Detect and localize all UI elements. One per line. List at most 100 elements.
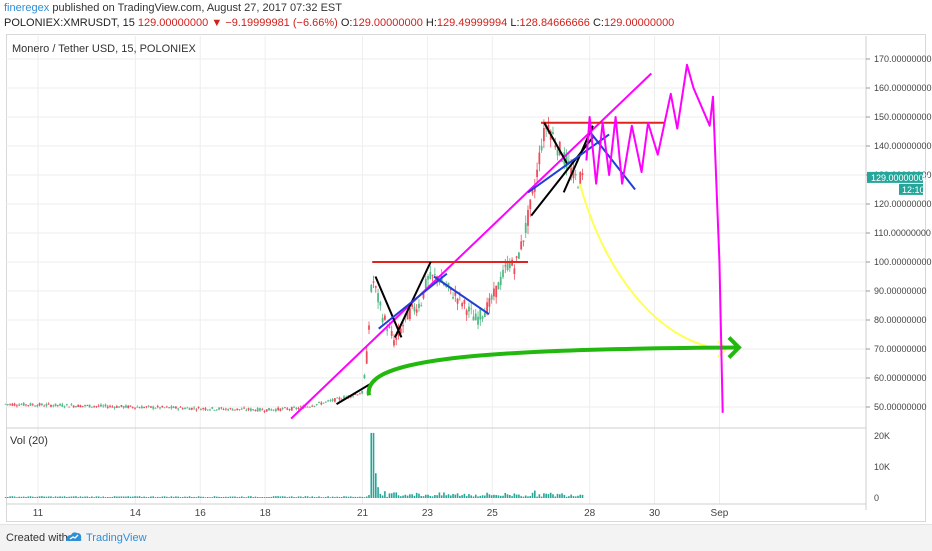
- volume-bar: [191, 497, 193, 498]
- volume-bar: [250, 496, 252, 498]
- volume-bar: [227, 496, 229, 498]
- candle-body: [304, 406, 307, 408]
- high-value: 129.49999994: [436, 17, 508, 29]
- candle-body: [477, 316, 479, 325]
- tradingview-link[interactable]: TradingView: [86, 532, 147, 544]
- volume-bar: [36, 496, 39, 498]
- volume-bar: [411, 494, 413, 498]
- candle-body: [177, 408, 180, 410]
- volume-bar: [540, 496, 543, 498]
- volume-bar: [574, 496, 577, 498]
- volume-bar: [163, 496, 166, 498]
- candle-body: [309, 406, 311, 408]
- candle-body: [197, 407, 200, 409]
- volume-bar: [54, 496, 57, 498]
- volume-bar: [206, 497, 209, 498]
- candle-body: [104, 404, 107, 407]
- candle-body: [56, 404, 59, 406]
- candle-body: [252, 409, 255, 411]
- volume-bar: [347, 496, 350, 498]
- volume-bar: [395, 492, 398, 498]
- candle-body: [306, 406, 309, 408]
- candle-body: [447, 283, 450, 288]
- volume-bar: [91, 496, 93, 498]
- volume-bar: [218, 496, 220, 498]
- candle-body: [536, 169, 538, 177]
- candle-body: [247, 408, 250, 410]
- candle-body: [502, 269, 504, 278]
- volume-bar: [200, 496, 202, 498]
- vol-tick-label: 0: [874, 493, 879, 503]
- volume-bar: [290, 496, 293, 498]
- volume-bar: [552, 494, 554, 498]
- candle-body: [140, 406, 143, 409]
- candle-body: [499, 276, 502, 286]
- volume-bar: [481, 495, 484, 498]
- volume-bar: [222, 496, 225, 498]
- candle-body: [159, 407, 161, 409]
- vol-tick-label: 20K: [874, 431, 890, 441]
- volume-bar: [261, 497, 264, 498]
- candle-body: [390, 330, 393, 336]
- candle-body: [542, 127, 545, 142]
- volume-bar: [543, 493, 545, 498]
- volume-bar: [263, 497, 266, 498]
- volume-bar: [52, 497, 55, 498]
- volume-bar: [538, 494, 541, 498]
- volume-bar: [50, 496, 52, 498]
- price-marker-label: 129.00000000: [871, 173, 929, 183]
- volume-bar: [447, 494, 450, 498]
- candle-body: [363, 375, 366, 379]
- volume-bar: [302, 497, 304, 498]
- candle-body: [470, 308, 473, 310]
- volume-bar: [461, 495, 463, 498]
- candle-body: [45, 404, 48, 406]
- volume-bar: [422, 496, 425, 498]
- volume-bar: [315, 497, 318, 498]
- volume-bar: [440, 495, 443, 498]
- volume-bar: [318, 496, 320, 498]
- volume-bar: [558, 494, 561, 498]
- volume-bar: [352, 496, 354, 498]
- candle-body: [281, 408, 284, 410]
- low-label: L:: [510, 17, 520, 29]
- candle-body: [54, 403, 57, 407]
- volume-bar: [104, 497, 107, 498]
- username-link[interactable]: fineregex: [4, 2, 50, 14]
- volume-bar: [240, 496, 243, 498]
- candle-body: [452, 296, 454, 299]
- volume-bar: [193, 496, 195, 498]
- trendline: [527, 133, 610, 194]
- candle-body: [43, 405, 46, 407]
- volume-bar: [529, 496, 532, 498]
- candle-body: [520, 241, 523, 250]
- volume-bar: [436, 495, 438, 498]
- price-change: −9.19999981 (−6.66%): [225, 17, 338, 29]
- candle-body: [513, 268, 516, 275]
- volume-bar: [43, 496, 45, 498]
- candle-body: [463, 300, 466, 304]
- candle-body: [483, 312, 486, 318]
- candle-body: [88, 404, 91, 408]
- volume-bar: [520, 496, 522, 498]
- volume-bar: [81, 496, 84, 498]
- volume-bar: [409, 494, 411, 498]
- x-tick-label: 28: [584, 508, 596, 519]
- candle-body: [34, 405, 36, 407]
- candle-body: [354, 394, 357, 396]
- volume-bar: [479, 495, 482, 498]
- volume-bar: [238, 496, 241, 498]
- volume-bar: [534, 490, 536, 498]
- volume-bar: [363, 497, 366, 498]
- volume-bar: [331, 496, 334, 498]
- candle-body: [379, 301, 382, 306]
- candle-body: [327, 400, 330, 402]
- candle-body: [145, 406, 148, 408]
- volume-bar: [41, 496, 43, 498]
- volume-bar: [209, 497, 211, 498]
- trendline: [588, 130, 636, 191]
- candle-body: [506, 260, 509, 271]
- volume-bar: [256, 497, 259, 498]
- candle-body: [461, 303, 464, 307]
